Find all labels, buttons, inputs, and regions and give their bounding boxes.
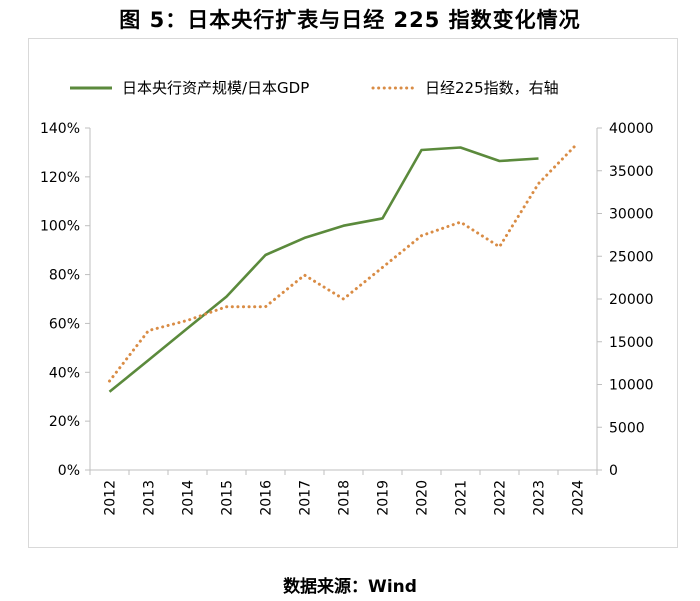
right-tick-label: 20000: [609, 292, 654, 308]
x-tick-label: 2012: [103, 480, 119, 516]
right-tick-label: 10000: [609, 378, 654, 394]
right-tick-label: 40000: [609, 121, 654, 137]
right-tick-label: 5000: [609, 420, 645, 436]
series-layer: [108, 141, 579, 393]
left-tick-label: 80%: [49, 268, 80, 284]
chart-source: 数据来源：Wind: [283, 577, 417, 597]
left-tick-label: 60%: [49, 316, 80, 332]
legend-label: 日本央行资产规模/日本GDP: [122, 79, 309, 97]
x-tick-label: 2018: [337, 480, 353, 516]
x-tick-label: 2024: [571, 480, 587, 516]
nikkei-series-line: [108, 141, 579, 383]
left-tick-label: 100%: [40, 219, 80, 235]
left-tick-label: 140%: [40, 121, 80, 137]
x-tick-label: 2021: [454, 480, 470, 516]
x-tick-label: 2022: [493, 480, 509, 516]
x-tick-label: 2017: [298, 480, 314, 516]
x-tick-label: 2020: [415, 480, 431, 516]
chart-title: 图 5：日本央行扩表与日经 225 指数变化情况: [119, 8, 581, 32]
legend-entry-nikkei: 日经225指数，右轴: [371, 79, 559, 97]
right-tick-label: 15000: [609, 335, 654, 351]
right-tick-label: 0: [609, 463, 618, 479]
boj-series-line: [108, 146, 539, 393]
x-tick-label: 2013: [142, 480, 158, 516]
chart-frame: [28, 38, 678, 548]
left-tick-label: 0%: [58, 463, 80, 479]
x-tick-label: 2014: [181, 480, 197, 516]
left-tick-label: 120%: [40, 170, 80, 186]
x-tick-label: 2019: [376, 480, 392, 516]
legend-entry-boj: 日本央行资产规模/日本GDP: [70, 79, 309, 97]
left-tick-label: 20%: [49, 414, 80, 430]
right-tick-label: 30000: [609, 207, 654, 223]
left-tick-label: 40%: [49, 365, 80, 381]
x-tick-label: 2016: [259, 480, 275, 516]
right-tick-label: 25000: [609, 249, 654, 265]
x-tick-label: 2015: [220, 480, 236, 516]
axes: 0% 20% 40% 60% 80% 100% 120% 140% 0 5000 10000 1500…: [40, 121, 654, 516]
right-tick-label: 35000: [609, 164, 654, 180]
legend-label: 日经225指数，右轴: [425, 79, 559, 97]
legend: 日本央行资产规模/日本GDP 日经225指数，右轴: [70, 79, 559, 97]
x-tick-label: 2023: [532, 480, 548, 516]
